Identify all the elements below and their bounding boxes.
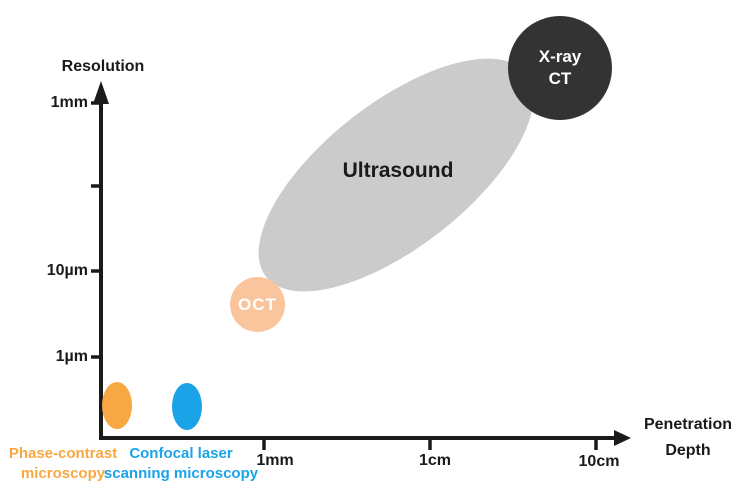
- bubble-xray-ct: X-ray CT: [508, 16, 612, 120]
- bubble-xray-ct-label-line2: CT: [548, 69, 572, 88]
- caption-phase-line2: microscopy: [20, 465, 106, 482]
- y-tick-label-1um: 1µm: [55, 348, 88, 365]
- caption-confocal-line2: scanning microscopy: [103, 465, 259, 482]
- bubble-oct-label: OCT: [238, 294, 277, 314]
- x-axis-arrow-icon: [614, 430, 631, 446]
- x-tick-label-1mm: 1mm: [256, 452, 294, 469]
- bubble-ultrasound-label: Ultrasound: [342, 159, 454, 182]
- bubble-phase-contrast-microscopy: [102, 382, 132, 429]
- bubble-confocal-microscopy: [172, 383, 202, 430]
- caption-phase-line1: Phase-contrast: [8, 445, 118, 462]
- caption-confocal-microscopy: Confocal laser scanning microscopy: [103, 444, 259, 484]
- bubble-xray-ct-label-line1: X-ray: [538, 47, 582, 66]
- x-axis-title: Penetration Depth: [636, 412, 740, 464]
- y-axis-arrow-icon: [93, 81, 109, 104]
- y-tick-label-10um: 10µm: [46, 262, 88, 279]
- caption-phase-contrast-microscopy: Phase-contrast microscopy: [4, 444, 122, 484]
- caption-confocal-line1: Confocal laser: [129, 445, 233, 462]
- bubble-oct: OCT: [230, 277, 285, 332]
- x-axis-title-line2: Depth: [665, 442, 711, 459]
- x-tick-label-1cm: 1cm: [418, 452, 452, 469]
- y-tick-label-1mm: 1mm: [50, 94, 88, 111]
- x-axis-title-line1: Penetration: [643, 416, 732, 433]
- y-axis-title: Resolution: [61, 58, 145, 75]
- x-tick-label-10cm: 10cm: [578, 453, 620, 470]
